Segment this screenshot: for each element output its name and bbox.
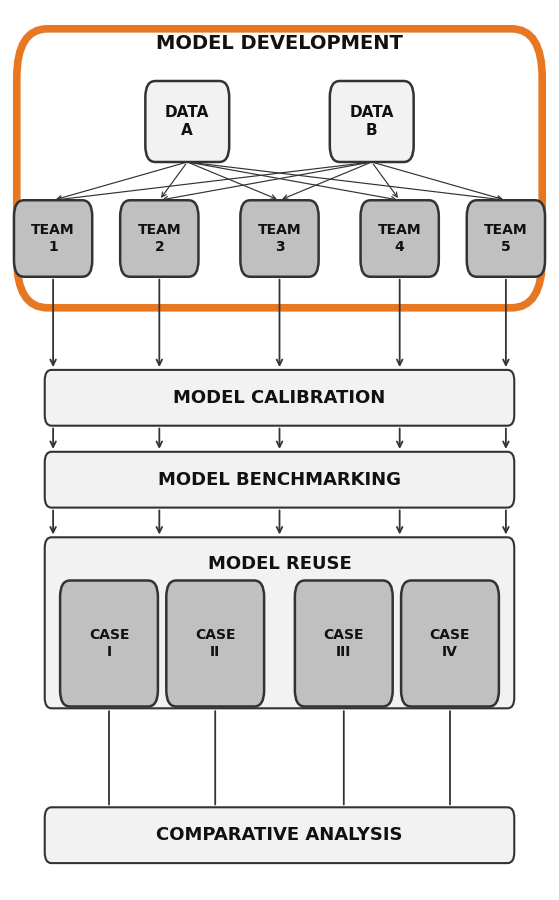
- Text: CASE
I: CASE I: [89, 628, 129, 659]
- FancyBboxPatch shape: [240, 201, 319, 277]
- FancyBboxPatch shape: [120, 201, 198, 277]
- FancyBboxPatch shape: [45, 452, 514, 508]
- Text: TEAM
4: TEAM 4: [378, 223, 421, 254]
- Text: TEAM
3: TEAM 3: [258, 223, 301, 254]
- Text: CASE
IV: CASE IV: [430, 628, 470, 659]
- FancyBboxPatch shape: [60, 580, 158, 706]
- FancyBboxPatch shape: [401, 580, 499, 706]
- FancyBboxPatch shape: [17, 29, 542, 308]
- Text: MODEL DEVELOPMENT: MODEL DEVELOPMENT: [156, 33, 403, 53]
- Text: MODEL CALIBRATION: MODEL CALIBRATION: [173, 389, 386, 407]
- FancyBboxPatch shape: [145, 81, 229, 162]
- FancyBboxPatch shape: [467, 201, 545, 277]
- FancyBboxPatch shape: [361, 201, 439, 277]
- Text: MODEL BENCHMARKING: MODEL BENCHMARKING: [158, 471, 401, 489]
- Text: TEAM
2: TEAM 2: [138, 223, 181, 254]
- FancyBboxPatch shape: [330, 81, 414, 162]
- Text: TEAM
5: TEAM 5: [484, 223, 528, 254]
- FancyBboxPatch shape: [45, 807, 514, 863]
- FancyBboxPatch shape: [295, 580, 392, 706]
- Text: MODEL REUSE: MODEL REUSE: [207, 555, 352, 573]
- FancyBboxPatch shape: [45, 537, 514, 708]
- Text: DATA
A: DATA A: [165, 104, 210, 139]
- Text: COMPARATIVE ANALYSIS: COMPARATIVE ANALYSIS: [157, 826, 402, 844]
- Text: TEAM
1: TEAM 1: [31, 223, 75, 254]
- Text: CASE
III: CASE III: [324, 628, 364, 659]
- Text: CASE
II: CASE II: [195, 628, 235, 659]
- FancyBboxPatch shape: [45, 370, 514, 426]
- FancyBboxPatch shape: [14, 201, 92, 277]
- FancyBboxPatch shape: [167, 580, 264, 706]
- Text: DATA
B: DATA B: [349, 104, 394, 139]
